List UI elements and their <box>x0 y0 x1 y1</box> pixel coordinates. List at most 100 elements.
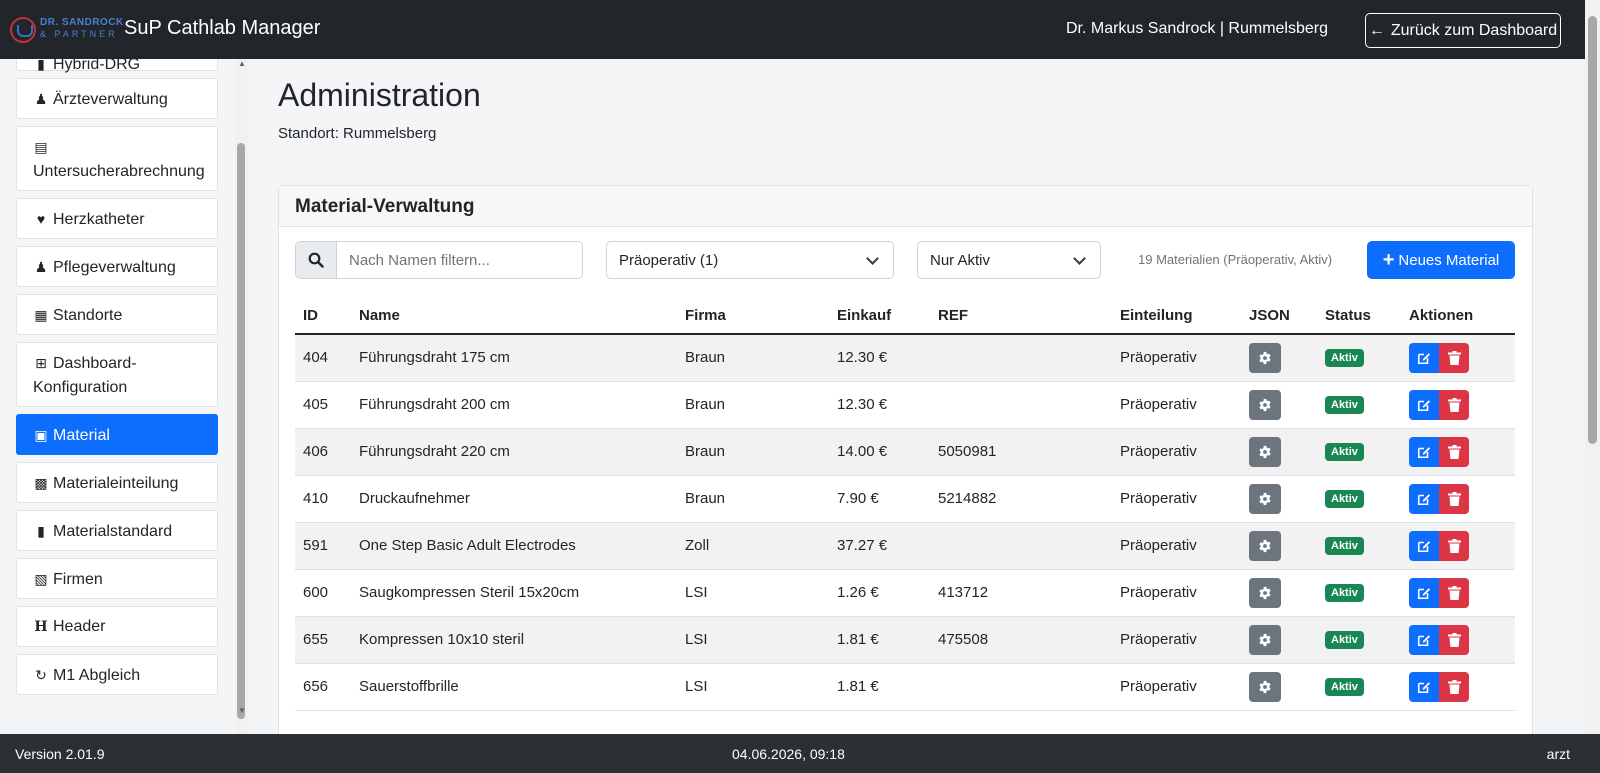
search-input[interactable] <box>337 242 582 278</box>
sidebar-item-hybrid-drg[interactable]: ▮ Hybrid-DRG <box>16 59 218 73</box>
sidebar-item-header[interactable]: H Header <box>16 606 218 647</box>
scroll-up-icon[interactable]: ▲ <box>238 59 246 68</box>
delete-button[interactable] <box>1439 530 1469 561</box>
new-material-button[interactable]: + Neues Material <box>1367 241 1515 279</box>
sidebar-item-pflegeverwaltung[interactable]: ♟ Pflegeverwaltung <box>16 246 218 287</box>
json-settings-button[interactable] <box>1249 483 1281 514</box>
cell-json <box>1241 428 1317 476</box>
cell-einteilung: Präoperativ <box>1112 569 1241 617</box>
edit-button[interactable] <box>1409 577 1439 608</box>
cell-id: 404 <box>295 334 351 382</box>
trash-icon <box>1447 632 1461 647</box>
json-settings-button[interactable] <box>1249 436 1281 467</box>
edit-button[interactable] <box>1409 342 1439 373</box>
cell-ref: 413712 <box>930 569 1112 617</box>
boxes-icon: ▣ <box>34 427 48 443</box>
delete-button[interactable] <box>1439 342 1469 373</box>
sidebar-item-standorte[interactable]: ▦ Standorte <box>16 294 218 335</box>
column-header-aktionen: Aktionen <box>1401 298 1515 335</box>
cell-einteilung: Präoperativ <box>1112 616 1241 664</box>
trash-icon <box>1447 538 1461 553</box>
edit-button[interactable] <box>1409 671 1439 702</box>
delete-button[interactable] <box>1439 389 1469 420</box>
cell-id: 410 <box>295 475 351 523</box>
edit-icon <box>1417 398 1431 412</box>
column-header-firma[interactable]: Firma <box>677 298 829 335</box>
cell-einkauf: 1.81 € <box>829 616 930 664</box>
delete-button[interactable] <box>1439 436 1469 467</box>
delete-button[interactable] <box>1439 577 1469 608</box>
table-row[interactable]: 404 Führungsdraht 175 cm Braun 12.30 € Präop… <box>295 334 1515 382</box>
edit-button[interactable] <box>1409 530 1439 561</box>
delete-button[interactable] <box>1439 483 1469 514</box>
json-settings-button[interactable] <box>1249 389 1281 420</box>
sidebar-item-aerzteverwaltung[interactable]: ♟ Ärzteverwaltung <box>16 78 218 119</box>
table-row[interactable]: 655 Kompressen 10x10 steril LSI 1.81 €47550… <box>295 616 1515 664</box>
sidebar-item-materialstandard[interactable]: ▮ Materialstandard <box>16 510 218 551</box>
table-row[interactable]: 410 Druckaufnehmer Braun 7.90 €5214882 Präop… <box>295 475 1515 523</box>
action-button-group <box>1409 436 1469 467</box>
cell-json <box>1241 475 1317 523</box>
table-row[interactable]: 406 Führungsdraht 220 cm Braun 14.00 €50509… <box>295 428 1515 476</box>
sidebar-item-m1-abgleich[interactable]: ↻ M1 Abgleich <box>16 654 218 695</box>
table-row[interactable]: 591 One Step Basic Adult Electrodes Zoll 37… <box>295 522 1515 570</box>
cell-json <box>1241 522 1317 570</box>
table-body: 404 Führungsdraht 175 cm Braun 12.30 € Präop… <box>295 334 1515 711</box>
edit-icon <box>1417 633 1431 647</box>
sidebar-item-material[interactable]: ▣ Material <box>16 414 218 455</box>
cell-status: Aktiv <box>1317 663 1401 711</box>
back-to-dashboard-button[interactable]: ← Zurück zum Dashboard <box>1365 13 1561 48</box>
table-header-row: ID Name Firma Einkauf REF Einteilung JSO… <box>295 298 1515 335</box>
json-settings-button[interactable] <box>1249 530 1281 561</box>
edit-button[interactable] <box>1409 436 1439 467</box>
cell-ref <box>930 334 1112 382</box>
delete-button[interactable] <box>1439 624 1469 655</box>
brand-logo[interactable]: DR. SANDROCK & PARTNER <box>10 15 123 43</box>
column-header-id[interactable]: ID <box>295 298 351 335</box>
edit-button[interactable] <box>1409 624 1439 655</box>
column-header-einteilung[interactable]: Einteilung <box>1112 298 1241 335</box>
column-header-ref[interactable]: REF <box>930 298 1112 335</box>
edit-button[interactable] <box>1409 389 1439 420</box>
json-settings-button[interactable] <box>1249 624 1281 655</box>
cell-firma: Braun <box>677 334 829 382</box>
footer: Version 2.01.9 04.06.2026, 09:18 arzt <box>0 734 1600 773</box>
delete-button[interactable] <box>1439 671 1469 702</box>
table-row[interactable]: 405 Führungsdraht 200 cm Braun 12.30 € Präop… <box>295 381 1515 429</box>
status-badge: Aktiv <box>1325 537 1364 555</box>
cell-actions <box>1401 569 1515 617</box>
status-badge: Aktiv <box>1325 396 1364 414</box>
sidebar-item-dashboard-konfiguration[interactable]: ⊞ Dashboard-Konfiguration <box>16 342 218 407</box>
doctor-icon: ♟ <box>34 91 48 107</box>
column-header-status: Status <box>1317 298 1401 335</box>
cell-name: Kompressen 10x10 steril <box>351 616 677 664</box>
table-row[interactable]: 656 Sauerstoffbrille LSI 1.81 € Präoperativ A… <box>295 663 1515 711</box>
json-settings-button[interactable] <box>1249 577 1281 608</box>
sidebar-item-untersucherabrechnung[interactable]: ▤ Untersucherabrechnung <box>16 126 218 191</box>
file-icon: ▮ <box>37 59 45 72</box>
gear-icon <box>1258 445 1272 459</box>
column-header-name[interactable]: Name <box>351 298 677 335</box>
app-title[interactable]: SuP Cathlab Manager <box>124 17 321 39</box>
sidebar-item-herzkatheter[interactable]: ♥ Herzkatheter <box>16 198 218 239</box>
trash-icon <box>1447 444 1461 459</box>
sidebar-item-firmen[interactable]: ▧ Firmen <box>16 558 218 599</box>
cell-ref: 475508 <box>930 616 1112 664</box>
json-settings-button[interactable] <box>1249 671 1281 702</box>
sidebar-scrollbar-thumb[interactable] <box>237 143 245 719</box>
edit-button[interactable] <box>1409 483 1439 514</box>
page-scrollbar-thumb[interactable] <box>1588 16 1597 444</box>
action-button-group <box>1409 577 1469 608</box>
scroll-down-icon[interactable]: ▼ <box>238 706 246 715</box>
cell-einteilung: Präoperativ <box>1112 381 1241 429</box>
category-filter-select[interactable]: Präoperativ (1) <box>606 241 894 279</box>
cell-status: Aktiv <box>1317 428 1401 476</box>
sidebar-item-materialeinteilung[interactable]: ▩ Materialeinteilung <box>16 462 218 503</box>
top-navbar: DR. SANDROCK & PARTNER SuP Cathlab Manag… <box>0 0 1600 59</box>
table-row[interactable]: 600 Saugkompressen Steril 15x20cm LSI 1.26 … <box>295 569 1515 617</box>
status-filter-select[interactable]: Nur Aktiv <box>917 241 1101 279</box>
cell-ref: 5050981 <box>930 428 1112 476</box>
column-header-einkauf[interactable]: Einkauf <box>829 298 930 335</box>
json-settings-button[interactable] <box>1249 342 1281 373</box>
logo-text-line2: & PARTNER <box>40 29 118 39</box>
